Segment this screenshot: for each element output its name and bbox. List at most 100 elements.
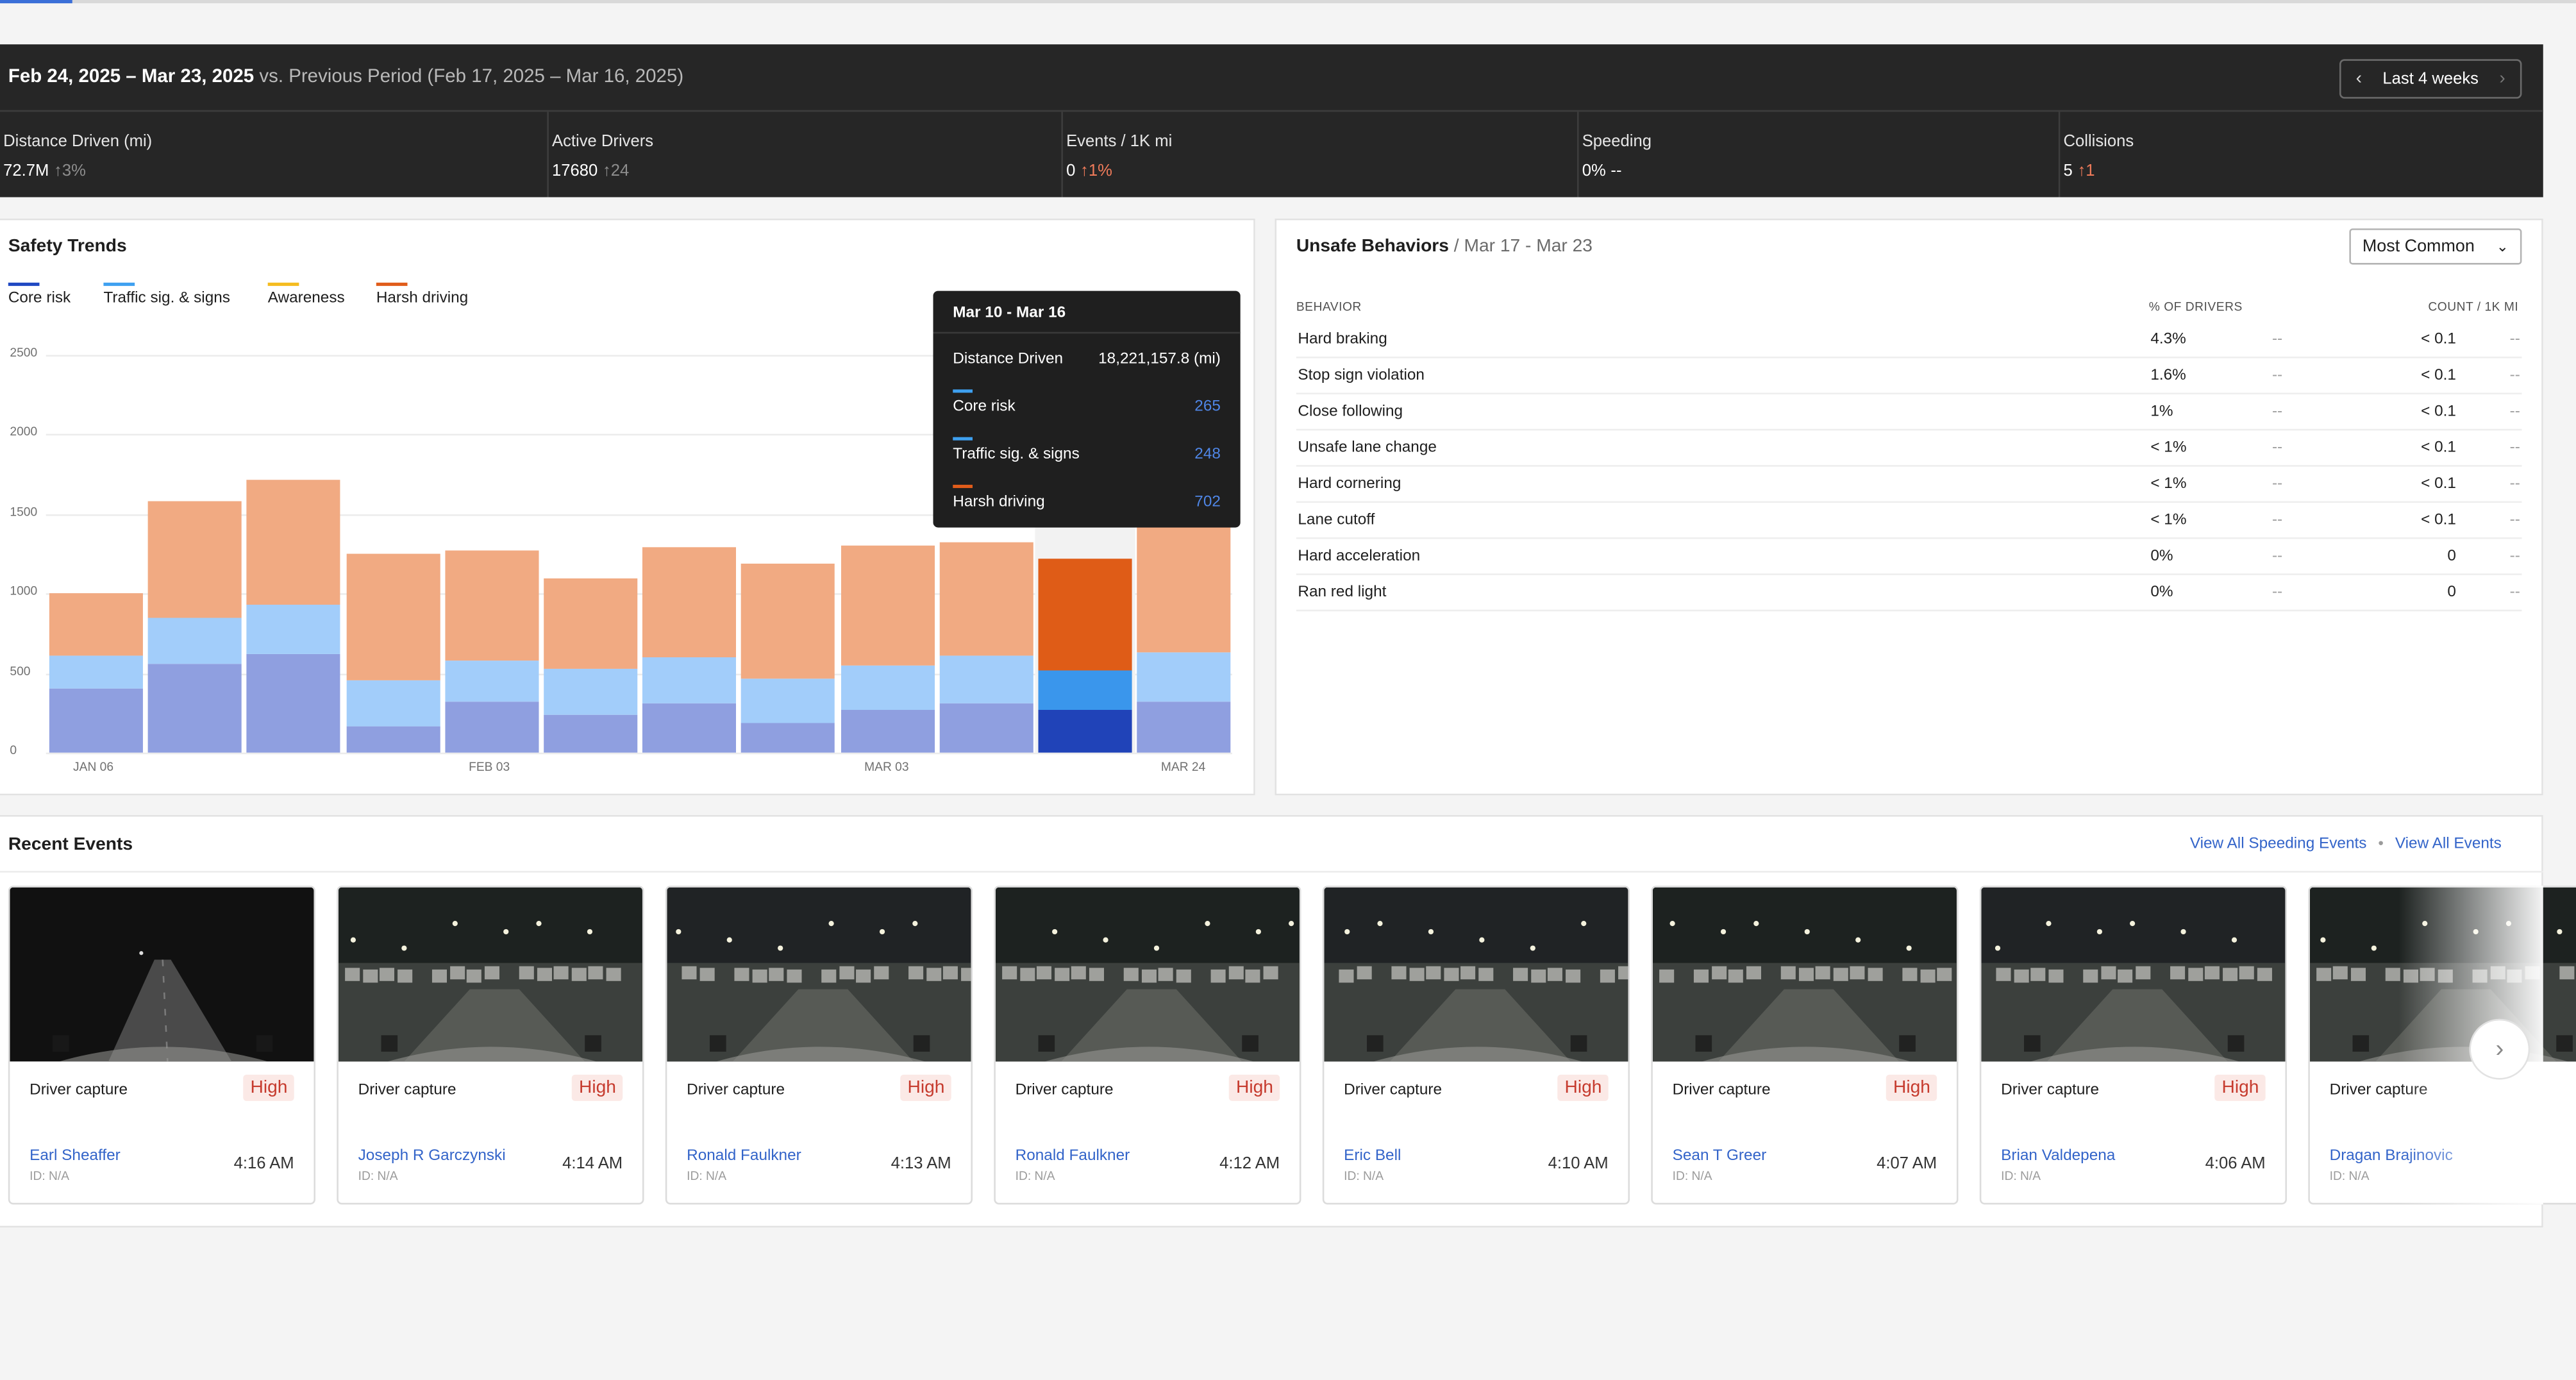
view-speeding-events-link[interactable]: View All Speeding Events (2189, 834, 2367, 853)
legend-label: Traffic sig. & signs (103, 289, 230, 308)
legend-swatch (376, 282, 408, 286)
chevron-left-icon[interactable]: ‹ (2355, 69, 2363, 89)
legend-label: Harsh driving (376, 289, 469, 308)
metric-value-row: 17680 ↑24 (552, 163, 629, 181)
driver-name-link[interactable]: Sean T Greer (1672, 1147, 1767, 1165)
event-thumbnail[interactable] (667, 887, 973, 1062)
legend-item[interactable]: Core risk (8, 282, 71, 307)
bar-core-risk[interactable] (840, 709, 935, 753)
metric-value: 72.7M (3, 162, 49, 181)
behavior-row[interactable]: Hard cornering < 1% -- < 0.1 -- (1296, 467, 2522, 503)
bar-harsh-driving[interactable] (148, 501, 242, 618)
sort-dropdown[interactable]: Most Common ⌄ (2349, 228, 2522, 265)
bar-traffic-sig-signs[interactable] (939, 655, 1033, 703)
severity-badge: High (1558, 1074, 1609, 1101)
bar-core-risk[interactable] (544, 714, 638, 753)
metric-value: 0 (1066, 162, 1076, 181)
event-thumbnail[interactable] (1652, 887, 1959, 1062)
bar-core-risk[interactable] (346, 725, 440, 753)
behavior-row[interactable]: Hard acceleration 0% -- 0 -- (1296, 539, 2522, 575)
driver-name-link[interactable]: Ronald Faulkner (687, 1147, 801, 1165)
column-pct-drivers[interactable]: % OF DRIVERS (2148, 299, 2243, 314)
bar-harsh-driving[interactable] (840, 546, 935, 666)
behavior-row[interactable]: Stop sign violation 1.6% -- < 0.1 -- (1296, 358, 2522, 394)
metric-card: Speeding 0% -- (1579, 112, 2061, 198)
bar-traffic-sig-signs[interactable] (247, 604, 341, 654)
bar-traffic-sig-signs[interactable] (148, 617, 242, 664)
behavior-count-delta: -- (2509, 402, 2520, 421)
view-all-events-link[interactable]: View All Events (2395, 834, 2502, 853)
bar-harsh-driving[interactable] (1137, 521, 1231, 653)
bar-traffic-sig-signs[interactable] (346, 680, 440, 726)
bar-harsh-driving[interactable] (741, 563, 835, 680)
bar-traffic-sig-signs[interactable] (49, 655, 143, 689)
bar-harsh-driving[interactable] (247, 480, 341, 605)
bar-harsh-driving[interactable] (939, 543, 1033, 656)
event-card[interactable]: Driver capture High Ronald Faulkner ID: N/A… (994, 886, 1301, 1205)
bar-core-risk[interactable] (741, 722, 835, 753)
behavior-row[interactable]: Ran red light 0% -- 0 -- (1296, 575, 2522, 612)
driver-name-link[interactable]: Joseph R Garczynski (358, 1147, 506, 1165)
event-type: Driver capture (1672, 1081, 1771, 1100)
chart-gridline (46, 355, 1232, 357)
bar-core-risk[interactable] (939, 703, 1033, 753)
bar-core-risk[interactable] (1038, 710, 1132, 753)
bar-harsh-driving[interactable] (444, 550, 539, 661)
bar-core-risk[interactable] (247, 653, 341, 753)
legend-item[interactable]: Harsh driving (376, 282, 469, 308)
behavior-row[interactable]: Lane cutoff < 1% -- < 0.1 -- (1296, 503, 2522, 539)
bar-traffic-sig-signs[interactable] (840, 665, 935, 710)
tooltip-title: Mar 10 - Mar 16 (953, 304, 1066, 323)
driver-name-link[interactable]: Eric Bell (1344, 1147, 1401, 1165)
bar-harsh-driving[interactable] (346, 553, 440, 681)
bar-traffic-sig-signs[interactable] (1137, 652, 1231, 702)
column-behavior[interactable]: BEHAVIOR (1296, 299, 1362, 314)
event-thumbnail[interactable] (10, 887, 315, 1062)
legend-item[interactable]: Traffic sig. & signs (103, 282, 230, 308)
metric-value-row: 5 ↑1 (2064, 163, 2095, 181)
event-card[interactable]: Driver capture High Brian Valdepena ID: N/A… (1979, 886, 2287, 1205)
date-range-selector[interactable]: ‹ Last 4 weeks › (2339, 59, 2522, 99)
current-period: Feb 24, 2025 – Mar 23, 2025 (8, 67, 255, 87)
bar-traffic-sig-signs[interactable] (741, 679, 835, 723)
event-card[interactable]: Driver capture High Eric Bell ID: N/A 4:10 A… (1322, 886, 1630, 1205)
bar-harsh-driving[interactable] (1038, 559, 1132, 671)
event-card[interactable]: Driver capture High Joseph R Garczynski ID:… (337, 886, 644, 1205)
bar-harsh-driving[interactable] (544, 577, 638, 669)
event-thumbnail[interactable] (995, 887, 1301, 1062)
metric-delta: ↑1 (2077, 163, 2095, 181)
carousel-next-button[interactable]: › (2469, 1018, 2530, 1080)
bar-core-risk[interactable] (148, 663, 242, 753)
legend-item[interactable]: Awareness (267, 282, 345, 307)
bar-traffic-sig-signs[interactable] (544, 668, 638, 715)
bar-core-risk[interactable] (642, 703, 737, 753)
event-thumbnail[interactable] (1324, 887, 1630, 1062)
bar-harsh-driving[interactable] (642, 547, 737, 657)
bar-traffic-sig-signs[interactable] (642, 657, 737, 703)
chevron-right-icon[interactable]: › (2499, 69, 2505, 89)
driver-name-link[interactable]: Brian Valdepena (2001, 1147, 2116, 1165)
driver-name-link[interactable]: Ronald Faulkner (1015, 1147, 1130, 1165)
behavior-row[interactable]: Close following 1% -- < 0.1 -- (1296, 394, 2522, 431)
event-card[interactable]: Driver capture High Earl Sheaffer ID: N/A 4:… (8, 886, 315, 1205)
bar-traffic-sig-signs[interactable] (1038, 671, 1132, 711)
chart-tooltip: Mar 10 - Mar 16 Distance Driven 18,221,1… (933, 290, 1241, 528)
event-thumbnail[interactable] (338, 887, 644, 1062)
bar-core-risk[interactable] (49, 689, 143, 753)
column-count-per-1k[interactable]: COUNT / 1K MI (2428, 299, 2519, 314)
bar-traffic-sig-signs[interactable] (444, 660, 539, 702)
chart-gridline (46, 673, 1232, 675)
event-card[interactable]: Driver capture High Sean T Greer ID: N/A 4:0… (1651, 886, 1959, 1205)
driver-name-link[interactable]: Earl Sheaffer (29, 1147, 121, 1165)
top-progress-line (0, 0, 2576, 4)
chart-gridline (46, 752, 1232, 755)
event-thumbnail[interactable] (1981, 887, 2287, 1062)
behavior-row[interactable]: Hard braking 4.3% -- < 0.1 -- (1296, 322, 2522, 358)
tooltip-row: Harsh driving 702 (953, 493, 1221, 511)
behavior-count-delta: -- (2509, 439, 2520, 457)
bar-core-risk[interactable] (1137, 702, 1231, 753)
bar-core-risk[interactable] (444, 702, 539, 753)
behavior-row[interactable]: Unsafe lane change < 1% -- < 0.1 -- (1296, 430, 2522, 467)
event-card[interactable]: Driver capture High Ronald Faulkner ID: N/A… (665, 886, 973, 1205)
bar-harsh-driving[interactable] (49, 593, 143, 656)
